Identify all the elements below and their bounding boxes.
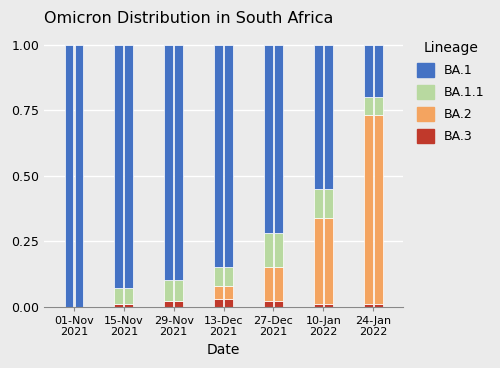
Bar: [324, 217, 332, 304]
Bar: [264, 301, 273, 307]
Bar: [174, 280, 183, 301]
Bar: [214, 299, 223, 307]
Bar: [264, 268, 273, 301]
Bar: [324, 189, 332, 217]
Bar: [114, 289, 123, 304]
Bar: [274, 233, 283, 268]
X-axis label: Date: Date: [207, 343, 240, 357]
Bar: [274, 301, 283, 307]
Bar: [74, 45, 84, 307]
Bar: [224, 268, 233, 286]
Bar: [124, 45, 133, 289]
Bar: [364, 45, 372, 97]
Bar: [314, 217, 322, 304]
Bar: [274, 45, 283, 233]
Bar: [374, 97, 382, 115]
Bar: [124, 304, 133, 307]
Bar: [164, 280, 173, 301]
Bar: [124, 289, 133, 304]
Bar: [224, 286, 233, 299]
Bar: [264, 45, 273, 233]
Bar: [214, 286, 223, 299]
Bar: [324, 45, 332, 189]
Bar: [174, 45, 183, 280]
Bar: [364, 97, 372, 115]
Bar: [174, 301, 183, 307]
Bar: [314, 304, 322, 307]
Bar: [164, 45, 173, 280]
Bar: [114, 304, 123, 307]
Bar: [374, 115, 382, 304]
Bar: [264, 233, 273, 268]
Bar: [364, 115, 372, 304]
Bar: [64, 45, 74, 307]
Bar: [374, 45, 382, 97]
Bar: [324, 304, 332, 307]
Bar: [164, 301, 173, 307]
Bar: [274, 268, 283, 301]
Bar: [224, 299, 233, 307]
Bar: [114, 45, 123, 289]
Bar: [314, 45, 322, 189]
Legend: BA.1, BA.1.1, BA.2, BA.3: BA.1, BA.1.1, BA.2, BA.3: [413, 38, 488, 147]
Bar: [224, 45, 233, 268]
Text: Omicron Distribution in South Africa: Omicron Distribution in South Africa: [44, 11, 334, 26]
Bar: [314, 189, 322, 217]
Bar: [214, 45, 223, 268]
Bar: [214, 268, 223, 286]
Bar: [374, 304, 382, 307]
Bar: [364, 304, 372, 307]
